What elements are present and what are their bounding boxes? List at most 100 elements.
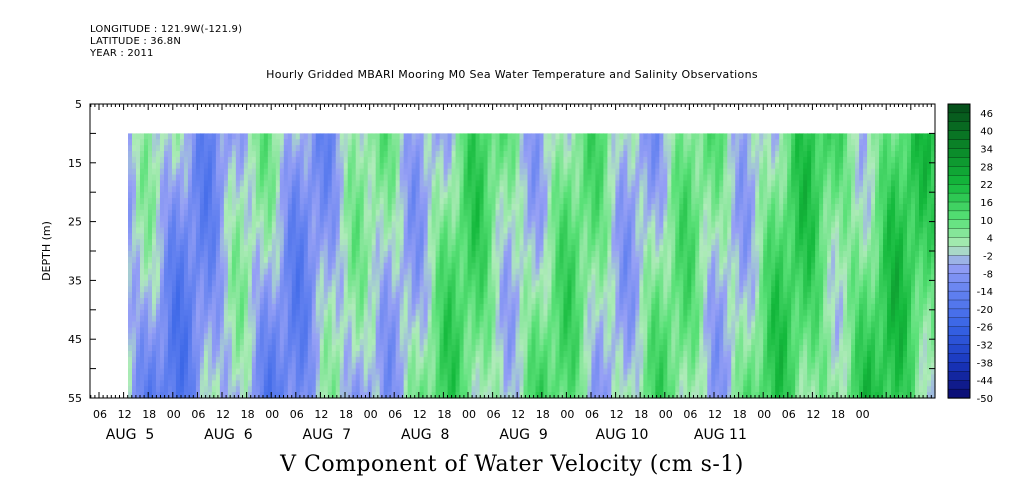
- heatmap-cell: [539, 368, 545, 376]
- heatmap-cell: [487, 145, 493, 152]
- heatmap-cell: [531, 145, 537, 152]
- heatmap-cell: [311, 133, 317, 140]
- heatmap-cell: [255, 327, 261, 334]
- heatmap-cell: [339, 239, 345, 246]
- heatmap-cell: [391, 374, 397, 381]
- heatmap-cell: [551, 327, 557, 334]
- heatmap-cell: [539, 162, 545, 170]
- heatmap-cell: [251, 198, 257, 205]
- heatmap-cell: [167, 245, 173, 252]
- heatmap-cell: [563, 274, 569, 281]
- heatmap-cell: [231, 133, 237, 140]
- heatmap-cell: [383, 274, 389, 281]
- heatmap-cell: [227, 186, 233, 193]
- heatmap-cell: [403, 156, 409, 164]
- heatmap-cell: [187, 145, 193, 152]
- heatmap-cell: [471, 333, 477, 340]
- heatmap-cell: [539, 327, 545, 334]
- heatmap-cell: [479, 274, 485, 281]
- heatmap-cell: [527, 180, 533, 187]
- heatmap-cell: [167, 356, 173, 364]
- heatmap-cell: [179, 133, 185, 140]
- heatmap-cell: [467, 139, 473, 146]
- heatmap-cell: [439, 245, 445, 252]
- heatmap-cell: [563, 233, 569, 240]
- heatmap-cell: [547, 198, 553, 205]
- heatmap-cell: [459, 233, 465, 240]
- heatmap-cell: [183, 227, 189, 234]
- heatmap-cell: [147, 209, 153, 217]
- heatmap-cell: [551, 133, 557, 140]
- heatmap-cell: [211, 321, 217, 329]
- heatmap-cell: [243, 221, 249, 229]
- heatmap-cell: [563, 221, 569, 229]
- heatmap-cell: [291, 327, 297, 334]
- heatmap-cell: [195, 286, 201, 293]
- heatmap-cell: [371, 180, 377, 187]
- heatmap-cell: [179, 192, 185, 199]
- heatmap-cell: [247, 321, 253, 329]
- heatmap-cell: [299, 268, 305, 276]
- heatmap-cell: [151, 198, 157, 205]
- heatmap-cell: [415, 162, 421, 170]
- heatmap-cell: [483, 233, 489, 240]
- heatmap-cell: [351, 162, 357, 170]
- heatmap-cell: [451, 356, 457, 364]
- heatmap-cell: [339, 168, 345, 176]
- heatmap-cell: [399, 156, 405, 164]
- heatmap-cell: [339, 380, 345, 387]
- heatmap-cell: [323, 356, 329, 364]
- heatmap-cell: [151, 186, 157, 193]
- heatmap-cell: [511, 239, 517, 246]
- heatmap-cell: [519, 298, 525, 305]
- heatmap-cell: [467, 333, 473, 340]
- heatmap-cell: [495, 139, 501, 146]
- heatmap-cell: [135, 251, 141, 258]
- heatmap-cell: [387, 203, 393, 211]
- heatmap-cell: [255, 333, 261, 340]
- heatmap-cell: [423, 186, 429, 193]
- heatmap-cell: [187, 215, 193, 223]
- heatmap-cell: [271, 145, 277, 152]
- heatmap-cell: [319, 368, 325, 376]
- heatmap-cell: [395, 156, 401, 164]
- heatmap-cell: [231, 239, 237, 246]
- heatmap-cell: [563, 286, 569, 293]
- heatmap-cell: [363, 209, 369, 217]
- heatmap-cell: [475, 274, 481, 281]
- heatmap-cell: [395, 256, 401, 264]
- heatmap-cell: [132, 227, 137, 234]
- heatmap-cell: [383, 386, 389, 393]
- heatmap-cell: [491, 374, 497, 381]
- heatmap-cell: [531, 356, 537, 364]
- heatmap-cell: [351, 280, 357, 287]
- heatmap-cell: [391, 268, 397, 276]
- heatmap-cell: [523, 315, 529, 323]
- heatmap-cell: [323, 174, 329, 182]
- heatmap-cell: [371, 286, 377, 293]
- heatmap-cell: [343, 356, 349, 364]
- heatmap-cell: [351, 362, 357, 370]
- heatmap-cell: [323, 198, 329, 205]
- heatmap-cell: [211, 151, 217, 158]
- heatmap-cell: [319, 309, 325, 317]
- heatmap-cell: [139, 168, 145, 176]
- heatmap-cell: [187, 139, 193, 146]
- heatmap-cell: [132, 280, 137, 287]
- heatmap-cell: [227, 280, 233, 287]
- heatmap-cell: [315, 251, 321, 258]
- heatmap-cell: [367, 286, 373, 293]
- heatmap-cell: [151, 209, 157, 217]
- heatmap-cell: [199, 303, 205, 311]
- heatmap-cell: [443, 203, 449, 211]
- heatmap-cell: [443, 245, 449, 252]
- heatmap-cell: [423, 151, 429, 158]
- heatmap-cell: [279, 268, 285, 276]
- heatmap-cell: [331, 203, 337, 211]
- heatmap-cell: [155, 180, 161, 187]
- heatmap-cell: [543, 198, 549, 205]
- heatmap-cell: [335, 368, 341, 376]
- heatmap-cell: [235, 221, 241, 229]
- heatmap-cell: [159, 274, 165, 281]
- heatmap-cell: [243, 345, 249, 352]
